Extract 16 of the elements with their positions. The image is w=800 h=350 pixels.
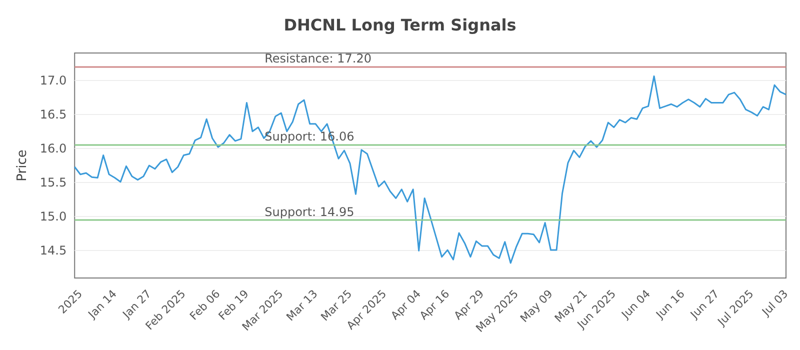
ref-line-label: Support: 14.95: [264, 205, 354, 220]
y-tick-label: 17.0: [40, 73, 67, 88]
y-axis-title: Price: [15, 150, 30, 182]
y-tick-label: 15.0: [40, 210, 67, 224]
y-tick-label: 15.5: [40, 176, 67, 190]
x-tick-label: Mar 13: [284, 287, 320, 324]
y-tick-label: 16.0: [40, 141, 67, 156]
y-tick-label: 16.5: [40, 107, 67, 122]
x-tick-label: Jun 04: [618, 287, 653, 322]
y-tick-label: 14.5: [40, 244, 67, 258]
ref-line-label: Resistance: 17.20: [264, 52, 372, 66]
chart-title: DHCNL Long Term Signals: [284, 16, 516, 34]
x-tick-label: Jun 16: [652, 287, 688, 322]
x-tick-label: Jul 03: [758, 287, 791, 320]
line-series: [74, 75, 787, 264]
x-tick-label: Jan 14: [85, 287, 120, 322]
